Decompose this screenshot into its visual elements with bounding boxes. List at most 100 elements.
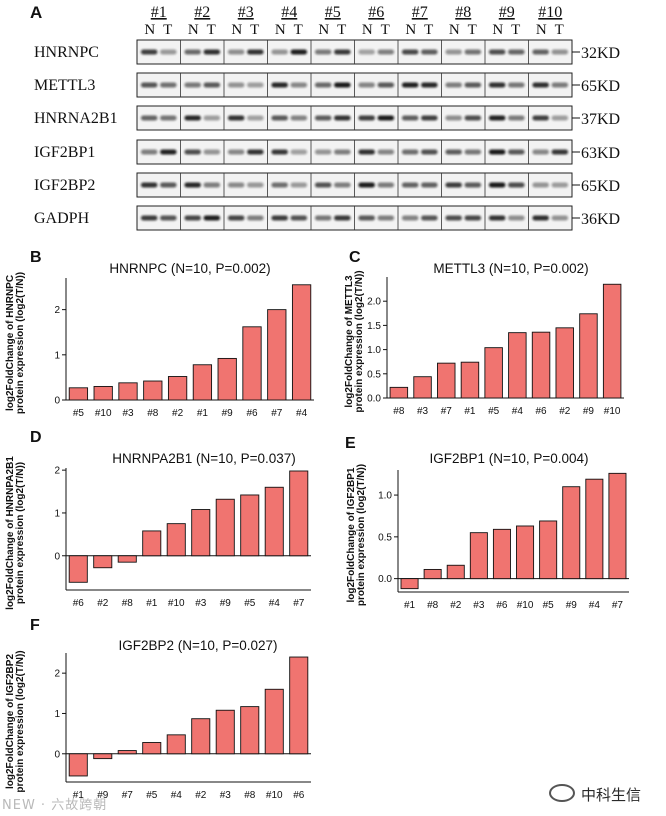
blot-band <box>464 182 482 188</box>
bar <box>437 362 456 399</box>
bar <box>492 528 511 580</box>
y-axis-label: log2FoldChange of HNRNPA2B1protein expre… <box>5 456 26 610</box>
blot-band <box>445 115 462 121</box>
blot-band <box>334 215 351 221</box>
bar <box>166 734 186 755</box>
blot-band <box>401 149 419 155</box>
bar-chart-panels: B HNRNPC (N=10, P=0.002) log2FoldChange of… <box>5 249 629 801</box>
blot-band <box>227 115 245 121</box>
bar <box>579 313 598 399</box>
x-tick-label: #3 <box>220 790 232 801</box>
bar <box>93 555 113 569</box>
blot-band <box>184 49 201 55</box>
y-tick-label: 0.0 <box>378 574 392 585</box>
blot-band <box>184 115 201 121</box>
blot-band <box>464 115 482 121</box>
sample-label: #6 <box>368 4 384 21</box>
y-axis-label-line1: log2FoldChange of IGF2BP2 <box>5 654 16 789</box>
lane-label: T <box>424 22 433 38</box>
bar <box>585 478 604 580</box>
blot-band <box>271 49 288 55</box>
lane-label: T <box>294 22 303 38</box>
bar <box>217 357 237 401</box>
y-tick-label: 1 <box>54 350 60 361</box>
blot-band <box>445 149 462 155</box>
blot-band <box>247 182 264 188</box>
y-tick-label: 1 <box>54 508 60 519</box>
bar <box>240 706 260 755</box>
blot-band <box>227 149 245 155</box>
protein-label: IGF2BP1 <box>34 144 95 161</box>
x-tick-label: #4 <box>512 406 524 417</box>
x-tick-label: #8 <box>393 406 405 417</box>
blot-band <box>271 215 288 221</box>
x-tick-label: #1 <box>73 790 85 801</box>
lane-label: N <box>492 22 503 38</box>
y-axis-label: log2FoldChange of HNRNPCprotein expressi… <box>5 272 26 414</box>
x-tick-label: #4 <box>589 600 601 611</box>
x-tick-label: #7 <box>122 790 134 801</box>
lane-label: T <box>250 22 259 38</box>
blot-band <box>290 115 308 121</box>
y-tick-label: 0.0 <box>367 394 381 405</box>
panel-label: B <box>30 249 42 266</box>
blot-band <box>271 115 288 121</box>
blot-band <box>421 49 438 55</box>
x-tick-label: #5 <box>488 406 500 417</box>
blot-band <box>508 149 525 155</box>
blot-band <box>160 82 177 88</box>
blot-band <box>377 115 395 121</box>
sample-label: #4 <box>281 4 297 21</box>
blot-band <box>160 115 177 121</box>
y-axis-label-line1: log2FoldChange of HNRNPC <box>5 275 16 411</box>
bar <box>516 525 535 580</box>
bar <box>423 568 442 580</box>
y-axis-label: log2FoldChange of IGF2BP1protein express… <box>346 464 367 606</box>
x-tick-label: #8 <box>244 790 256 801</box>
lane-label: N <box>231 22 242 38</box>
chart-f: F IGF2BP2 (N=10, P=0.027) log2FoldChange o… <box>5 617 311 801</box>
bar <box>562 486 581 580</box>
blot-band <box>290 149 308 155</box>
panel-label: D <box>30 429 42 446</box>
x-tick-label: #1 <box>464 406 476 417</box>
lane-label: N <box>362 22 373 38</box>
y-axis-label-line2: protein expression (log2(T/N)) <box>15 462 26 604</box>
blot-band <box>532 149 549 155</box>
blot-band <box>551 149 569 155</box>
bar <box>539 520 558 580</box>
x-tick-label: #6 <box>246 408 258 419</box>
y-tick-label: 0.5 <box>378 532 392 543</box>
bar <box>531 331 551 399</box>
sample-label: #8 <box>455 4 471 21</box>
blot-band <box>488 49 506 55</box>
y-tick-label: 0 <box>54 749 60 760</box>
blot-band <box>445 82 462 88</box>
sample-label: #2 <box>194 4 210 21</box>
panel-label: E <box>345 435 356 452</box>
bar <box>264 688 284 755</box>
panel-label: C <box>349 249 361 266</box>
sample-label: #7 <box>412 4 428 21</box>
bar <box>215 498 235 557</box>
blot-band <box>140 149 158 155</box>
x-tick-label: #10 <box>517 600 534 611</box>
x-tick-label: #9 <box>222 408 234 419</box>
blot-band <box>247 82 264 88</box>
x-tick-label: #7 <box>271 408 283 419</box>
lane-label: T <box>555 22 564 38</box>
y-tick-label: 2 <box>54 669 60 680</box>
x-tick-label: #7 <box>441 406 453 417</box>
bar <box>117 750 137 755</box>
x-tick-label: #2 <box>97 598 109 609</box>
y-tick-label: 0 <box>54 551 60 562</box>
bar <box>240 494 260 557</box>
sample-label: #9 <box>499 4 515 21</box>
blot-band <box>290 82 308 88</box>
bar <box>469 532 488 580</box>
y-tick-label: 0 <box>54 396 60 407</box>
chart-e: E IGF2BP1 (N=10, P=0.004) log2FoldChange o… <box>345 435 629 611</box>
blot-band <box>358 215 375 221</box>
blot-band <box>160 49 177 55</box>
